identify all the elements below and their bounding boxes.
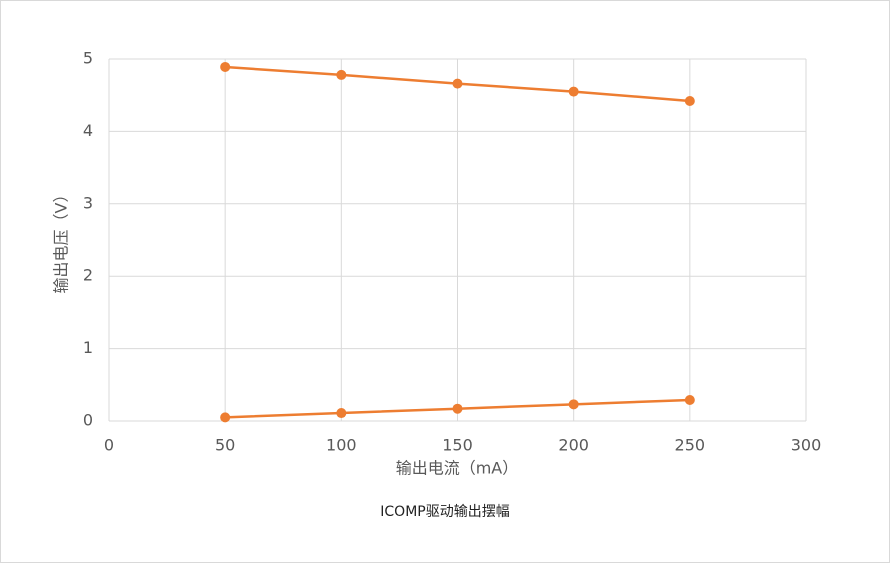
data-point [684, 95, 695, 106]
x-tick-label: 50 [215, 436, 235, 455]
y-tick-label: 5 [83, 49, 93, 68]
data-point [684, 395, 695, 406]
x-tick-label: 200 [558, 436, 589, 455]
data-point [220, 412, 231, 423]
x-tick-label: 250 [675, 436, 706, 455]
data-point [336, 408, 347, 419]
data-point [568, 399, 579, 410]
x-tick-label: 100 [326, 436, 357, 455]
data-point [452, 403, 463, 414]
y-tick-label: 3 [83, 193, 93, 212]
x-tick-label: 150 [442, 436, 473, 455]
data-point [336, 69, 347, 80]
x-tick-label: 300 [791, 436, 822, 455]
y-tick-label: 2 [83, 266, 93, 285]
y-axis-label: 输出电压（V） [52, 187, 71, 294]
data-point [452, 78, 463, 89]
chart-title: ICOMP驱动输出摆幅 [380, 504, 509, 520]
x-tick-label: 0 [104, 436, 114, 455]
y-tick-label: 0 [83, 411, 93, 430]
data-point [568, 86, 579, 97]
y-tick-label: 1 [83, 338, 93, 357]
y-tick-label: 4 [83, 121, 93, 140]
data-point [220, 61, 231, 72]
x-axis-label: 输出电流（mA） [396, 459, 519, 478]
